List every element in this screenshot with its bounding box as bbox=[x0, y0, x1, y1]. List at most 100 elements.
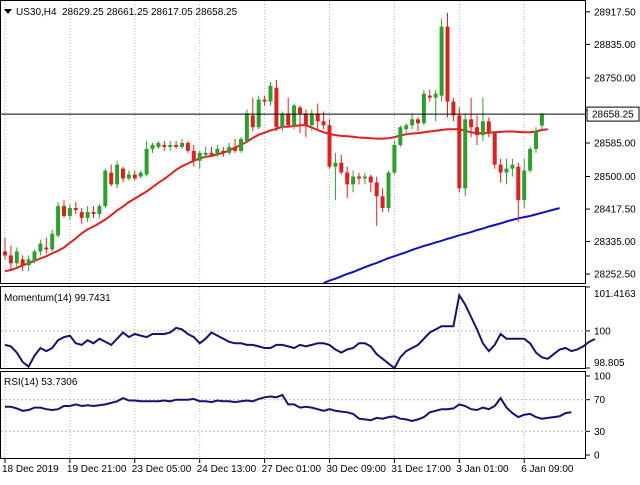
candle-body bbox=[38, 243, 43, 252]
ma-slow-path bbox=[323, 207, 560, 284]
candle-body bbox=[191, 150, 196, 161]
y-tick-label: 100 bbox=[594, 372, 611, 383]
momentum-line bbox=[4, 292, 596, 370]
price-y-axis: 28252.50 28335.00 28417.50 28500.00 28585.00… bbox=[586, 7, 636, 281]
candle-body bbox=[351, 176, 356, 185]
candle bbox=[50, 229, 55, 252]
candle-body bbox=[8, 255, 13, 264]
candle-body bbox=[416, 119, 420, 124]
candle bbox=[333, 152, 338, 201]
candle-body bbox=[180, 142, 184, 147]
y-tick-label: 28500.00 bbox=[594, 172, 636, 183]
candle-body bbox=[528, 148, 533, 171]
candle bbox=[73, 202, 78, 214]
candle bbox=[516, 162, 521, 222]
candle bbox=[62, 200, 66, 218]
candle-body bbox=[150, 144, 155, 149]
candle bbox=[274, 79, 279, 132]
candle bbox=[469, 97, 474, 138]
candle bbox=[44, 237, 49, 254]
candle-body bbox=[268, 85, 273, 102]
candle-body bbox=[3, 251, 7, 256]
candle-body bbox=[32, 251, 37, 262]
candle-body bbox=[463, 119, 468, 189]
candle-body bbox=[239, 139, 243, 151]
candle-body bbox=[121, 168, 125, 179]
candle bbox=[528, 146, 533, 173]
candle-body bbox=[410, 119, 415, 126]
candle-body bbox=[262, 99, 267, 102]
collapse-triangle-icon[interactable] bbox=[4, 9, 12, 14]
candle-body bbox=[103, 170, 108, 207]
candle-body bbox=[504, 168, 509, 173]
candle bbox=[215, 144, 220, 157]
candle bbox=[3, 237, 7, 260]
candle bbox=[168, 141, 173, 151]
candle-body bbox=[498, 164, 503, 173]
candle-body bbox=[156, 142, 161, 147]
candle-body bbox=[445, 26, 450, 102]
candle-body bbox=[303, 113, 308, 126]
y-tick-label: 98.805 bbox=[594, 358, 625, 369]
candle-body bbox=[404, 125, 409, 130]
rsi-grid bbox=[1, 399, 586, 432]
candle-body bbox=[380, 196, 385, 209]
candle bbox=[180, 139, 184, 149]
price-panel-frame bbox=[0, 0, 586, 284]
candle bbox=[439, 18, 444, 102]
ohlc-readout: 28629.25 28661.25 28617.05 28658.25 bbox=[62, 7, 238, 18]
candle bbox=[416, 117, 420, 132]
candle bbox=[56, 202, 61, 238]
candle bbox=[197, 150, 202, 169]
candle-body bbox=[439, 26, 444, 96]
candle bbox=[451, 97, 456, 122]
rsi-title: RSI(14) 53.7306 bbox=[4, 377, 78, 388]
x-tick-label: 30 Dec 09:00 bbox=[327, 464, 387, 475]
candle-body bbox=[215, 148, 220, 155]
candle-body bbox=[516, 166, 521, 201]
candle bbox=[20, 255, 25, 272]
candle bbox=[463, 113, 468, 197]
candle bbox=[315, 103, 320, 130]
candle-body bbox=[480, 121, 485, 136]
candle bbox=[221, 146, 226, 157]
candle bbox=[404, 123, 409, 134]
candle bbox=[480, 97, 485, 142]
candle bbox=[327, 119, 332, 169]
symbol-timeframe-label: US30,H4 bbox=[16, 7, 57, 18]
candle bbox=[14, 247, 19, 268]
x-tick-label: 23 Dec 05:00 bbox=[132, 464, 192, 475]
candle-body bbox=[280, 113, 285, 128]
candle bbox=[534, 127, 538, 153]
candle bbox=[351, 170, 356, 193]
candle-body bbox=[333, 162, 338, 167]
candle bbox=[138, 170, 143, 179]
candle-body bbox=[309, 113, 314, 126]
candle-body bbox=[73, 208, 78, 211]
candle bbox=[67, 204, 72, 220]
candle bbox=[475, 115, 479, 145]
candle-body bbox=[469, 119, 474, 128]
candle bbox=[227, 142, 232, 155]
candle bbox=[280, 111, 285, 132]
candle-body bbox=[510, 164, 515, 169]
candle bbox=[309, 109, 314, 132]
candle-body bbox=[221, 150, 226, 153]
candle-body bbox=[26, 259, 31, 266]
candle-body bbox=[50, 233, 55, 250]
x-tick-label: 18 Dec 2019 bbox=[2, 464, 59, 475]
candle bbox=[191, 144, 196, 167]
candle-body bbox=[244, 113, 249, 142]
candle bbox=[103, 168, 108, 209]
candle-body bbox=[144, 148, 149, 175]
candle bbox=[97, 204, 102, 218]
candle bbox=[268, 81, 273, 106]
candle bbox=[445, 12, 450, 118]
candle bbox=[410, 113, 415, 130]
candle-body bbox=[20, 259, 25, 266]
candle-body bbox=[357, 176, 361, 179]
y-tick-label: 101.4163 bbox=[594, 289, 636, 300]
candle-body bbox=[315, 113, 320, 122]
candle-body bbox=[67, 208, 72, 216]
